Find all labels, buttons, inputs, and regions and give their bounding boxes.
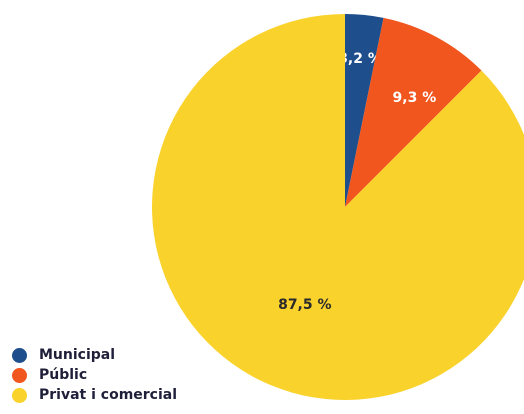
pie-slice-municipal bbox=[345, 14, 384, 207]
legend-swatch-municipal bbox=[12, 347, 27, 363]
pie-data-label: 3,2 % bbox=[338, 51, 382, 67]
legend-label-public: Públic bbox=[39, 367, 88, 383]
pie-slice-p-blic bbox=[345, 17, 482, 208]
pie-slice-privat-i-comercial bbox=[152, 14, 524, 400]
legend-item-public: Públic bbox=[12, 366, 177, 384]
legend-item-municipal: Municipal bbox=[12, 346, 177, 364]
legend-swatch-public bbox=[12, 367, 27, 383]
legend: Municipal Públic Privat i comercial bbox=[12, 346, 177, 404]
legend-swatch-private bbox=[12, 387, 27, 403]
pie-data-label: 87,5 % bbox=[278, 297, 331, 313]
pie-data-label: 9,3 % bbox=[393, 90, 437, 106]
legend-item-private: Privat i comercial bbox=[12, 386, 177, 404]
legend-label-private: Privat i comercial bbox=[39, 387, 178, 403]
legend-label-municipal: Municipal bbox=[39, 347, 116, 363]
